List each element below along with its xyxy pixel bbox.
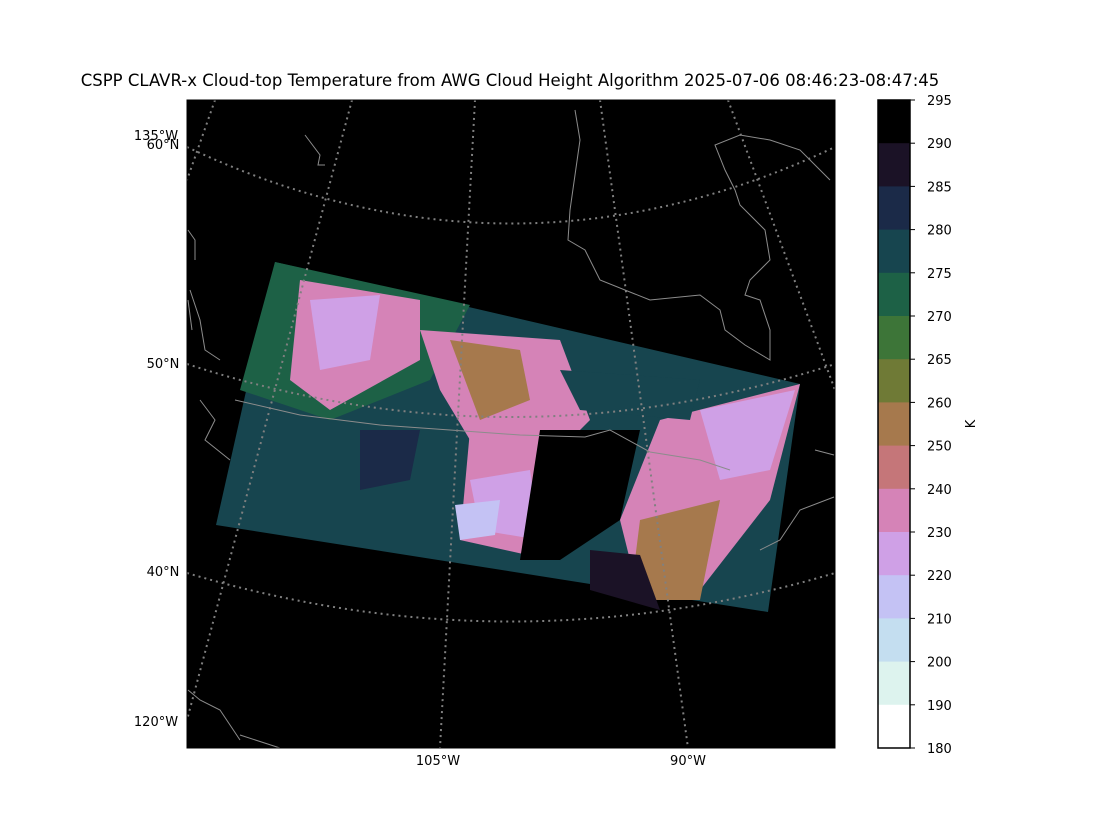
lon-label-135w: 135°W xyxy=(134,129,178,144)
colorbar-tick-label: 240 xyxy=(927,483,952,498)
colorbar-bin-260-265 xyxy=(878,359,910,403)
colorbar: 295 290 285 280 275 270 265 260 250 240 230 220 210 2… xyxy=(877,94,979,757)
colorbar-tick-label: 285 xyxy=(927,180,952,195)
meridian-105w xyxy=(439,100,476,748)
colorbar-ticks: 295 290 285 280 275 270 265 260 250 240 230 220 210 2… xyxy=(910,94,952,757)
colorbar-bin-200-210 xyxy=(878,618,910,663)
lon-label-90w: 90°W xyxy=(670,754,706,769)
colorbar-tick-label: 295 xyxy=(927,94,952,109)
colorbar-frame xyxy=(877,99,911,749)
meridian-135w xyxy=(187,100,216,181)
lon-label-120w: 120°W xyxy=(134,715,178,730)
meridian-90w xyxy=(599,100,689,748)
colorbar-tick-label: 190 xyxy=(927,699,952,714)
colorbar-bin-240-250 xyxy=(878,445,910,490)
graticule xyxy=(187,100,835,748)
coastlines xyxy=(187,109,835,748)
colorbar-tick-label: 250 xyxy=(927,440,952,455)
colorbar-tick-label: 180 xyxy=(927,742,952,757)
colorbar-tick-label: 230 xyxy=(927,526,952,541)
colorbar-bin-290-295 xyxy=(878,100,910,144)
colorbar-bin-270-275 xyxy=(878,272,910,317)
meridian-120w xyxy=(187,100,353,721)
parallel-50n xyxy=(187,363,835,418)
colorbar-tick-label: 275 xyxy=(927,267,952,282)
colorbar-bin-190-200 xyxy=(878,661,910,706)
colorbar-bin-250-260 xyxy=(878,402,910,447)
colorbar-tick-label: 220 xyxy=(927,569,952,584)
colorbar-bin-230-240 xyxy=(878,488,910,533)
colorbar-bins xyxy=(878,100,910,749)
colorbar-tick-label: 265 xyxy=(927,353,952,368)
colorbar-bin-220-230 xyxy=(878,532,910,576)
lat-label-60n: 60°N xyxy=(147,138,180,153)
colorbar-bin-265-270 xyxy=(878,316,910,360)
map-panel: 135°W 60°N 50°N 40°N 120°W 105°W 90°W xyxy=(134,99,836,769)
lat-label-40n: 40°N xyxy=(147,565,180,580)
figure-title: CSPP CLAVR-x Cloud-top Temperature from … xyxy=(81,71,940,90)
cloud-top-swath xyxy=(216,262,800,612)
colorbar-bin-285-290 xyxy=(878,143,910,187)
colorbar-bin-275-280 xyxy=(878,229,910,274)
colorbar-tick-label: 210 xyxy=(927,612,952,627)
colorbar-tick-label: 200 xyxy=(927,656,952,671)
lat-label-50n: 50°N xyxy=(147,357,180,372)
map-frame xyxy=(186,99,836,749)
colorbar-label: K xyxy=(964,419,979,428)
colorbar-tick-label: 260 xyxy=(927,396,952,411)
colorbar-tick-label: 280 xyxy=(927,224,952,239)
lon-label-105w: 105°W xyxy=(416,754,460,769)
colorbar-bin-210-220 xyxy=(878,575,910,619)
colorbar-bin-280-285 xyxy=(878,186,910,231)
colorbar-tick-label: 290 xyxy=(927,137,952,152)
colorbar-tick-label: 270 xyxy=(927,310,952,325)
colorbar-bin-180-190 xyxy=(878,704,910,749)
